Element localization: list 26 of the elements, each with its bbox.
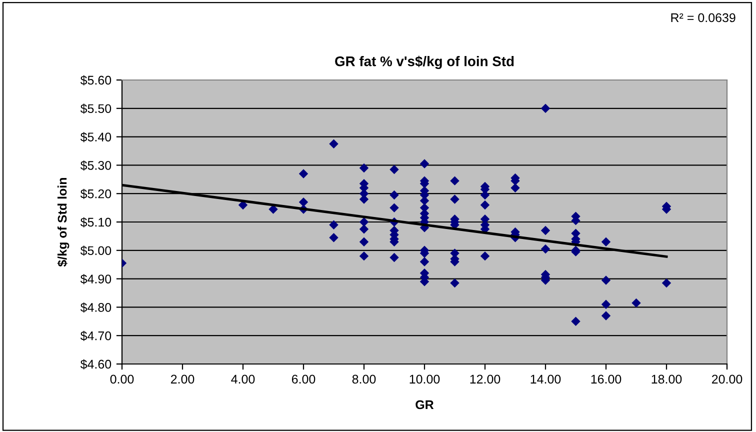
x-tick-label: 4.00 — [231, 374, 255, 384]
y-tick-label: $5.20 — [80, 188, 112, 199]
y-tick-label: $4.90 — [80, 274, 112, 284]
x-tick-label: 2.00 — [170, 374, 194, 384]
y-tick-label: $5.30 — [80, 160, 112, 171]
x-tick-label: 12.00 — [470, 374, 500, 384]
y-tick-label: $4.70 — [80, 330, 112, 341]
x-tick-label: 6.00 — [292, 374, 316, 384]
x-tick-label: 16.00 — [591, 374, 622, 384]
x-tick-label: 8.00 — [352, 374, 376, 384]
y-tick-label: $4.60 — [80, 359, 112, 370]
y-tick-label: $5.00 — [80, 246, 112, 256]
y-tick-label: $5.10 — [80, 217, 112, 228]
x-tick-label: 20.00 — [712, 374, 742, 384]
x-tick-label: 14.00 — [530, 374, 561, 384]
x-tick-label: 18.00 — [652, 374, 682, 384]
x-tick-label: 0.00 — [110, 374, 134, 384]
x-tick-label: 10.00 — [410, 374, 440, 384]
y-tick-label: $5.60 — [80, 75, 112, 86]
x-axis-title: GR — [416, 400, 434, 410]
chart-title: GR fat % v's$/kg of loin Std — [335, 56, 514, 70]
y-tick-label: $5.40 — [80, 132, 112, 142]
y-tick-label: $5.50 — [80, 104, 112, 114]
text: R² = 0.0639 — [671, 13, 736, 22]
y-tick-label: $4.80 — [80, 302, 112, 313]
y-axis-title: $/kg of Std loin — [57, 178, 70, 267]
